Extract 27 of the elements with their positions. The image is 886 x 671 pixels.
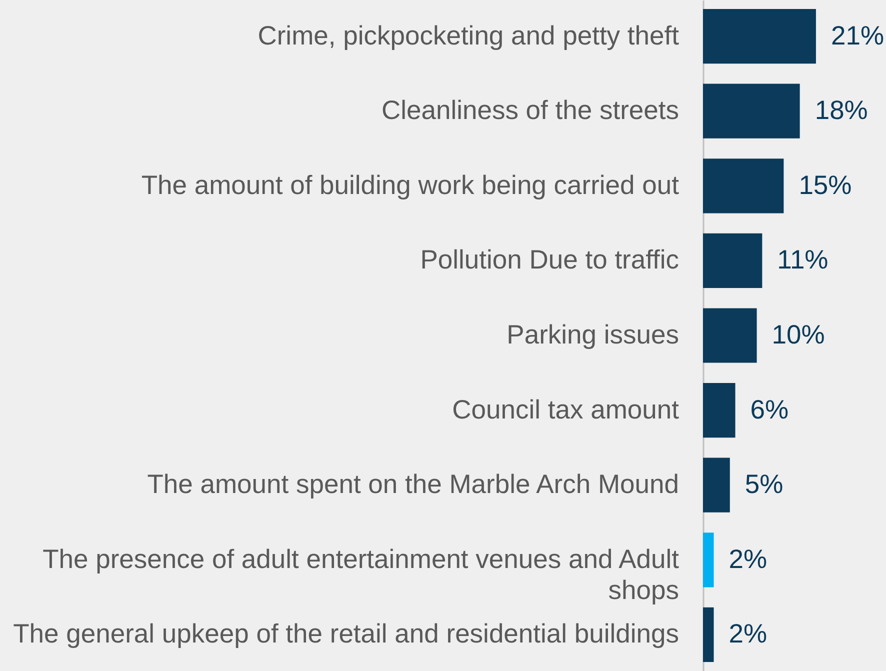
bar (703, 8, 816, 64)
y-tick-label: The amount of building work being carried out (141, 170, 680, 200)
bar (703, 233, 762, 288)
data-label: 21% (830, 20, 884, 50)
y-tick-label: Pollution Due to traffic (420, 244, 679, 275)
data-label: 6% (750, 394, 789, 424)
bar (703, 158, 784, 214)
data-label: 2% (728, 618, 768, 649)
data-label: 10% (772, 320, 825, 350)
y-tick-label: Crime, pickpocketing and petty theft (258, 20, 680, 50)
data-label: 5% (744, 469, 784, 500)
data-label: 18% (814, 95, 868, 126)
y-tick-label: The amount spent on the Marble Arch Mound (147, 469, 679, 500)
y-tick-label: The general upkeep of the retail and residential buildings (13, 618, 679, 649)
bar (703, 84, 800, 138)
bar (703, 607, 714, 662)
data-label: 2% (728, 544, 768, 574)
y-tick-label: Council tax amount (452, 394, 680, 424)
y-tick-label: Parking issues (506, 320, 679, 350)
bar (703, 458, 730, 512)
data-label: 11% (777, 244, 828, 275)
bar (703, 532, 714, 588)
y-tick-label: Cleanliness of the streets (381, 95, 679, 126)
bar (703, 383, 736, 438)
y-tick-label: The presence of adult entertainment venues and Adult shops (42, 544, 680, 605)
data-label: 15% (798, 170, 852, 200)
bar (703, 308, 757, 363)
